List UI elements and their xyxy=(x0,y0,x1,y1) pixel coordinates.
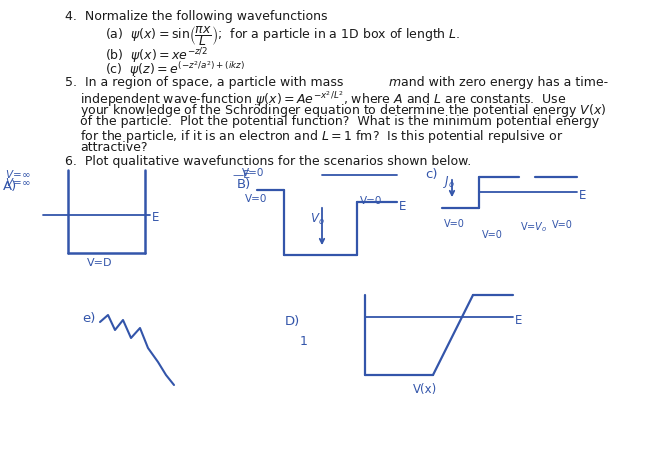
Text: V=D: V=D xyxy=(87,258,113,268)
Text: (b)  $\psi(x) = xe^{-z/2}$: (b) $\psi(x) = xe^{-z/2}$ xyxy=(105,46,208,66)
Text: V=0: V=0 xyxy=(444,219,465,229)
Text: E: E xyxy=(515,314,523,327)
Text: B): B) xyxy=(237,178,252,191)
Text: V(x): V(x) xyxy=(413,383,437,396)
Text: your knowledge of the Schrödinger equation to determine the potential energy $V(: your knowledge of the Schrödinger equati… xyxy=(80,102,607,119)
Text: e): e) xyxy=(82,312,96,325)
Text: $V_o$: $V_o$ xyxy=(310,212,325,227)
Text: V=0: V=0 xyxy=(482,230,503,240)
Text: V=0: V=0 xyxy=(242,168,265,178)
Text: E: E xyxy=(152,211,159,224)
Text: attractive?: attractive? xyxy=(80,141,147,154)
Text: V=$V_o$: V=$V_o$ xyxy=(520,220,548,234)
Text: $V\!=\!\infty$: $V\!=\!\infty$ xyxy=(5,176,31,188)
Text: V=0: V=0 xyxy=(245,194,267,204)
Text: $m$: $m$ xyxy=(388,76,402,89)
Text: independent wave-function $\psi(x) = Ae^{-x^2/L^2}$, where $A$ and $L$ are const: independent wave-function $\psi(x) = Ae^… xyxy=(80,89,567,109)
Text: E: E xyxy=(399,200,406,213)
Text: (a)  $\psi(x) = \sin\!\left(\dfrac{\pi x}{L}\right)$;  for a particle in a 1D bo: (a) $\psi(x) = \sin\!\left(\dfrac{\pi x}… xyxy=(105,24,460,48)
Text: D): D) xyxy=(285,315,300,328)
Text: of the particle.  Plot the potential function?  What is the minimum potential en: of the particle. Plot the potential func… xyxy=(80,115,599,128)
Text: and with zero energy has a time-: and with zero energy has a time- xyxy=(397,76,608,89)
Text: V=0: V=0 xyxy=(360,196,383,206)
Text: 6.  Plot qualitative wavefunctions for the scenarios shown below.: 6. Plot qualitative wavefunctions for th… xyxy=(65,155,471,168)
Text: $J_o$: $J_o$ xyxy=(443,174,455,190)
Text: 5.  In a region of space, a particle with mass: 5. In a region of space, a particle with… xyxy=(65,76,347,89)
Text: A): A) xyxy=(3,180,17,193)
Text: (c)  $\psi(z) = e^{(-z^2/a^2)+(ikz)}$: (c) $\psi(z) = e^{(-z^2/a^2)+(ikz)}$ xyxy=(105,59,245,79)
Text: c): c) xyxy=(425,168,438,181)
Text: V=0: V=0 xyxy=(552,220,573,230)
Text: for the particle, if it is an electron and $L = 1$ fm?  Is this potential repuls: for the particle, if it is an electron a… xyxy=(80,128,563,145)
Text: $V\!=\!\infty$: $V\!=\!\infty$ xyxy=(5,168,31,180)
Text: E: E xyxy=(579,189,586,202)
Text: —E: —E xyxy=(232,170,250,180)
Text: 1: 1 xyxy=(300,335,308,348)
Text: 4.  Normalize the following wavefunctions: 4. Normalize the following wavefunctions xyxy=(65,10,328,23)
